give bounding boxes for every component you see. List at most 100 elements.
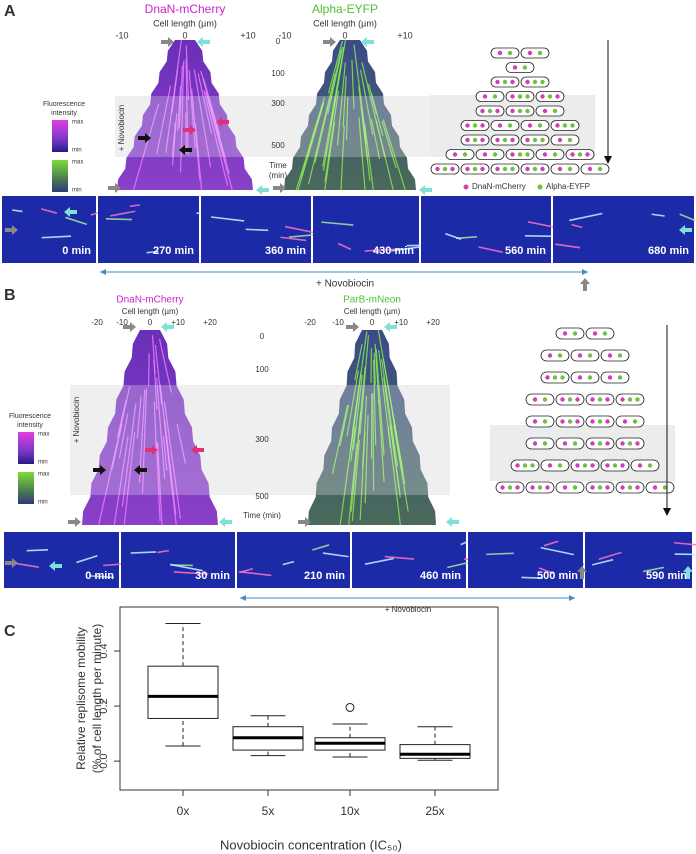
kymograph (82, 330, 218, 525)
cell-dot (537, 123, 543, 128)
arrow-marker (323, 37, 336, 47)
arrow-marker (298, 517, 311, 527)
kymograph-streak (373, 359, 377, 446)
arrow-marker (577, 566, 587, 579)
schematic-legend-label: DnaN-mCherry (472, 182, 526, 191)
cell-signal (146, 250, 159, 254)
cell-signal (478, 246, 503, 253)
cell-dot (562, 485, 568, 490)
cell-dot (510, 79, 515, 85)
kymograph-streak (351, 60, 355, 109)
cell-dot (542, 441, 548, 446)
y-axis-label: Relative replisome mobility (74, 627, 88, 770)
cell-dot (605, 463, 610, 468)
cell (475, 91, 505, 102)
frame-time-label: 210 min (304, 570, 345, 582)
kymograph-streak (387, 425, 401, 526)
cell-dot (472, 166, 478, 172)
cell-dot (472, 123, 478, 128)
cell-dot (617, 353, 623, 358)
intensity-scale (18, 432, 34, 464)
cell-dot (525, 137, 530, 143)
cell-dot (557, 137, 563, 143)
kymograph-streak (154, 344, 163, 405)
arrow-marker (5, 558, 18, 568)
cell-dot (632, 419, 638, 424)
cell (615, 415, 645, 428)
cell (570, 371, 600, 384)
kymograph-streak (111, 423, 123, 470)
cell-dot (480, 166, 485, 172)
kymograph-streak (393, 424, 409, 512)
cell-dot (612, 463, 618, 468)
cell-signal (238, 570, 272, 577)
cell-dot (525, 166, 530, 172)
kymograph-streak (361, 62, 386, 158)
cell-dot (537, 50, 543, 56)
span-head (582, 269, 588, 275)
kymograph-streak (121, 403, 137, 507)
cell-dot (465, 137, 470, 143)
cell-dot (507, 50, 513, 56)
cell (535, 149, 565, 160)
cell-signal (391, 246, 422, 252)
cell-dot (510, 152, 515, 157)
kymograph-streak (354, 344, 363, 381)
cell-dot (597, 485, 603, 490)
frame-time-label: 560 min (505, 245, 546, 257)
microscopy-frame (237, 532, 350, 588)
kymograph-streak (359, 69, 374, 136)
cell-signal (245, 228, 269, 232)
cell-signal (157, 549, 170, 554)
cell-dot (555, 123, 560, 128)
scale-max: max (72, 120, 83, 126)
cell-dot (585, 152, 590, 157)
legend-title: intensity (17, 422, 43, 429)
scale-min: min (38, 460, 48, 466)
frame-time-label: 0 min (62, 245, 91, 257)
kymograph-streak (205, 91, 233, 191)
cell-signal (322, 552, 349, 558)
x-axis-label: Novobiocin concentration (IC₅₀) (220, 837, 402, 852)
cell-signal (130, 551, 157, 554)
kymograph-streak (373, 352, 376, 385)
cell-dot (510, 137, 515, 143)
kymograph-title: Alpha-EYFP (312, 2, 378, 16)
time-arrow-head (663, 508, 671, 516)
cell-dot (605, 441, 610, 446)
kymograph-streak (163, 401, 182, 519)
cell-dot (547, 353, 553, 358)
kymograph-streak (138, 389, 146, 483)
cell-dot (605, 419, 610, 424)
kymograph-streak (364, 414, 369, 504)
cell-dot (540, 94, 545, 99)
cell-dot (540, 137, 545, 143)
cell-dot (507, 485, 513, 490)
frame-time-label: 30 min (195, 570, 230, 582)
cell-dot (472, 137, 478, 143)
cell (475, 149, 505, 160)
y-tick-label: 0.4 (98, 643, 110, 658)
cell-dot (552, 152, 558, 157)
kymograph-streak (378, 400, 385, 482)
kymograph-streak (188, 69, 196, 148)
cell-dot (542, 419, 548, 424)
arrow-marker (679, 225, 692, 235)
cell-dot (515, 485, 520, 490)
kymograph-streak (157, 442, 163, 526)
cell-dot (577, 152, 583, 157)
cell-dot (492, 152, 498, 157)
cell (550, 134, 580, 146)
cell (555, 327, 585, 340)
kymograph-streak (358, 117, 366, 191)
arrow-marker (138, 133, 151, 143)
kymograph-streak (155, 441, 161, 522)
cell-dot (545, 375, 550, 380)
cell-dot (542, 397, 548, 402)
cell-dot (495, 137, 500, 143)
cell-dot (542, 152, 548, 157)
x-tick-label: 25x (425, 804, 444, 818)
cell-dot (602, 331, 608, 336)
